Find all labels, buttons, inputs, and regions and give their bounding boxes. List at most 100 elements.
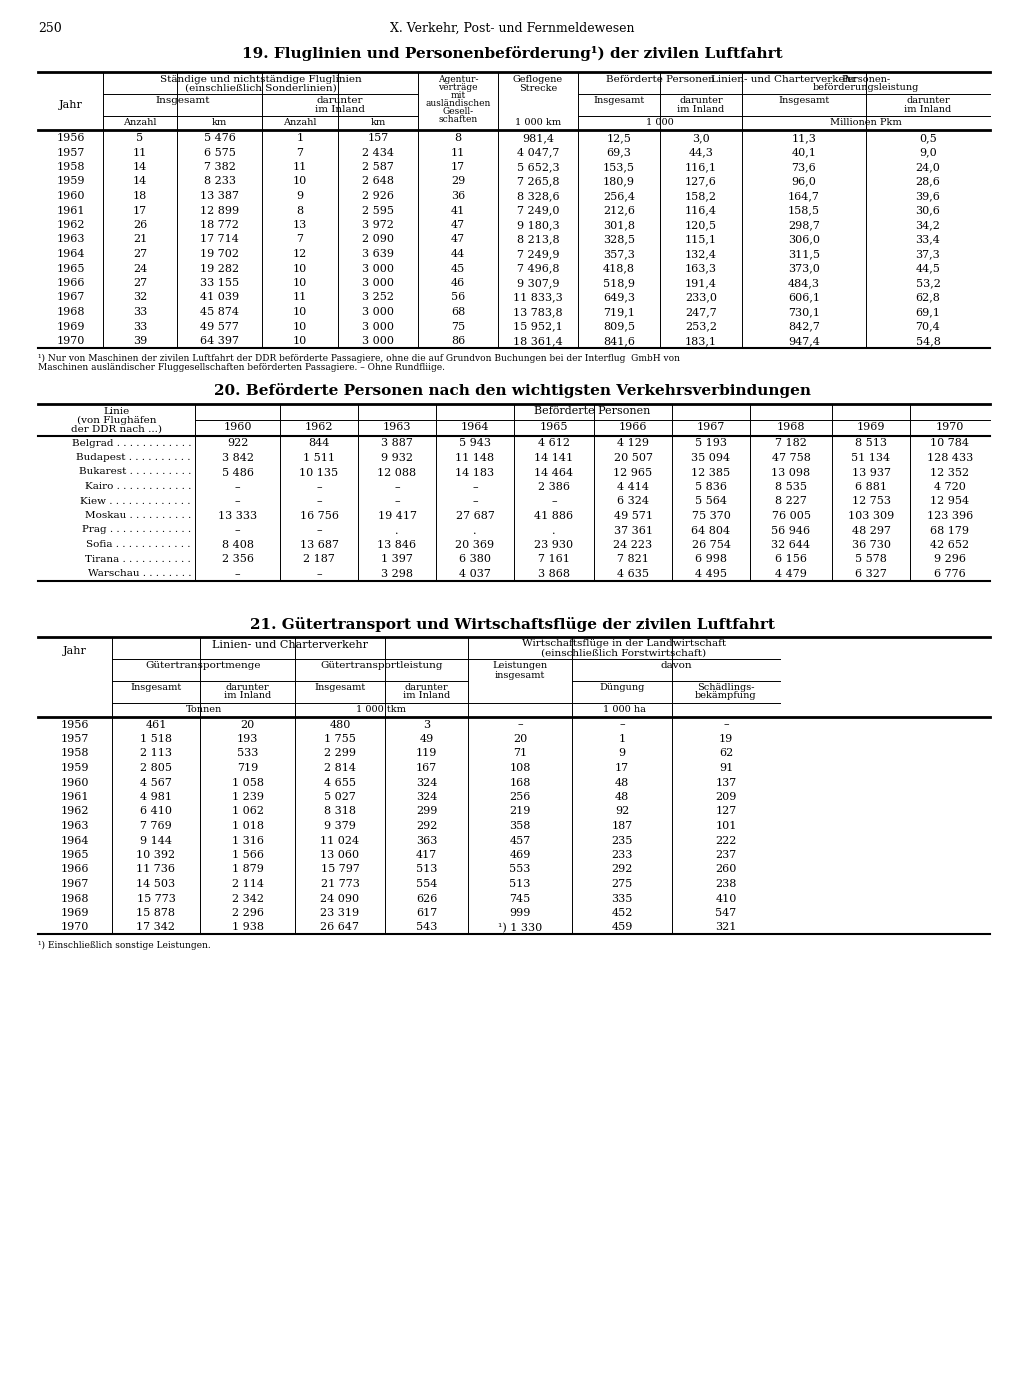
Text: 68 179: 68 179 xyxy=(931,525,970,535)
Text: 41: 41 xyxy=(451,205,465,215)
Text: 1960: 1960 xyxy=(223,422,252,433)
Text: Insgesamt: Insgesamt xyxy=(314,683,366,691)
Text: 1968: 1968 xyxy=(56,308,85,317)
Text: 1967: 1967 xyxy=(60,878,89,889)
Text: 1964: 1964 xyxy=(56,250,85,259)
Text: 5 476: 5 476 xyxy=(204,132,236,143)
Text: Linien- und Charterverkehr: Linien- und Charterverkehr xyxy=(712,74,857,84)
Text: 10 135: 10 135 xyxy=(299,467,339,477)
Text: 127,6: 127,6 xyxy=(685,177,717,186)
Text: 47: 47 xyxy=(451,234,465,244)
Text: 108: 108 xyxy=(509,763,530,774)
Text: 30,6: 30,6 xyxy=(915,205,940,215)
Text: 27 687: 27 687 xyxy=(456,512,495,521)
Text: 212,6: 212,6 xyxy=(603,205,635,215)
Text: 2 386: 2 386 xyxy=(538,483,570,492)
Text: Gütertransportleistung: Gütertransportleistung xyxy=(321,662,442,670)
Text: 153,5: 153,5 xyxy=(603,161,635,172)
Text: 8 408: 8 408 xyxy=(221,541,254,550)
Text: 14 503: 14 503 xyxy=(136,878,175,889)
Text: 8 213,8: 8 213,8 xyxy=(517,234,559,244)
Text: 2 187: 2 187 xyxy=(303,554,335,564)
Text: 39,6: 39,6 xyxy=(915,192,940,201)
Text: .: . xyxy=(473,525,477,535)
Text: 1957: 1957 xyxy=(56,148,85,157)
Text: 15 797: 15 797 xyxy=(321,865,359,874)
Text: 1960: 1960 xyxy=(56,192,85,201)
Text: 40,1: 40,1 xyxy=(792,148,816,157)
Text: 18 361,4: 18 361,4 xyxy=(513,336,563,346)
Text: 235: 235 xyxy=(611,836,633,845)
Text: 1960: 1960 xyxy=(60,778,89,787)
Text: 26 754: 26 754 xyxy=(691,541,730,550)
Text: 237: 237 xyxy=(716,849,736,860)
Text: 1965: 1965 xyxy=(60,849,89,860)
Text: 457: 457 xyxy=(509,836,530,845)
Text: 461: 461 xyxy=(145,720,167,729)
Text: 358: 358 xyxy=(509,821,530,832)
Text: –: – xyxy=(316,525,322,535)
Text: Kairo . . . . . . . . . . . .: Kairo . . . . . . . . . . . . xyxy=(85,483,191,491)
Text: 6 998: 6 998 xyxy=(695,554,727,564)
Text: 13: 13 xyxy=(293,221,307,230)
Text: –: – xyxy=(517,720,523,729)
Text: 10: 10 xyxy=(293,321,307,331)
Text: 8: 8 xyxy=(455,132,462,143)
Text: 4 612: 4 612 xyxy=(538,439,570,448)
Text: 2 356: 2 356 xyxy=(221,554,254,564)
Text: 12: 12 xyxy=(293,250,307,259)
Text: 260: 260 xyxy=(716,865,736,874)
Text: 1 938: 1 938 xyxy=(231,923,263,932)
Text: 1 511: 1 511 xyxy=(303,452,335,463)
Text: 311,5: 311,5 xyxy=(788,250,820,259)
Text: –: – xyxy=(234,483,241,492)
Text: 999: 999 xyxy=(509,907,530,918)
Text: 14 141: 14 141 xyxy=(535,452,573,463)
Text: 5 193: 5 193 xyxy=(695,439,727,448)
Text: 1968: 1968 xyxy=(60,894,89,903)
Text: 5 652,3: 5 652,3 xyxy=(517,161,559,172)
Text: 15 878: 15 878 xyxy=(136,907,175,918)
Text: 719,1: 719,1 xyxy=(603,308,635,317)
Text: 41 039: 41 039 xyxy=(200,292,239,302)
Text: 45 874: 45 874 xyxy=(200,308,239,317)
Text: 21. Gütertransport und Wirtschaftsflüge der zivilen Luftfahrt: 21. Gütertransport und Wirtschaftsflüge … xyxy=(250,616,774,632)
Text: 459: 459 xyxy=(611,923,633,932)
Text: 13 333: 13 333 xyxy=(218,512,257,521)
Text: 1964: 1964 xyxy=(461,422,489,433)
Text: 1956: 1956 xyxy=(56,132,85,143)
Text: 10 392: 10 392 xyxy=(136,849,175,860)
Text: 253,2: 253,2 xyxy=(685,321,717,331)
Text: 69,1: 69,1 xyxy=(915,308,940,317)
Text: km: km xyxy=(212,119,227,127)
Text: 62: 62 xyxy=(719,749,733,758)
Text: 9: 9 xyxy=(296,192,303,201)
Text: –: – xyxy=(394,483,399,492)
Text: 3 252: 3 252 xyxy=(362,292,394,302)
Text: 1: 1 xyxy=(296,132,303,143)
Text: 11 024: 11 024 xyxy=(321,836,359,845)
Text: 33,4: 33,4 xyxy=(915,234,940,244)
Text: 2 296: 2 296 xyxy=(231,907,263,918)
Text: 64 397: 64 397 xyxy=(200,336,239,346)
Text: 64 804: 64 804 xyxy=(691,525,730,535)
Text: Bukarest . . . . . . . . . .: Bukarest . . . . . . . . . . xyxy=(79,467,191,477)
Text: 2 113: 2 113 xyxy=(140,749,172,758)
Text: 1956: 1956 xyxy=(60,720,89,729)
Text: 1968: 1968 xyxy=(777,422,805,433)
Text: 10: 10 xyxy=(293,279,307,288)
Text: 1970: 1970 xyxy=(56,336,85,346)
Text: Jahr: Jahr xyxy=(63,647,87,656)
Text: 20 507: 20 507 xyxy=(613,452,652,463)
Text: 554: 554 xyxy=(416,878,437,889)
Text: 56: 56 xyxy=(451,292,465,302)
Text: 3,0: 3,0 xyxy=(692,132,710,143)
Text: 24: 24 xyxy=(133,263,147,273)
Text: 3 639: 3 639 xyxy=(362,250,394,259)
Text: Insgesamt: Insgesamt xyxy=(130,683,181,691)
Text: 11: 11 xyxy=(133,148,147,157)
Text: 12 899: 12 899 xyxy=(200,205,239,215)
Text: 35 094: 35 094 xyxy=(691,452,730,463)
Text: 37,3: 37,3 xyxy=(915,250,940,259)
Text: 2 814: 2 814 xyxy=(324,763,356,774)
